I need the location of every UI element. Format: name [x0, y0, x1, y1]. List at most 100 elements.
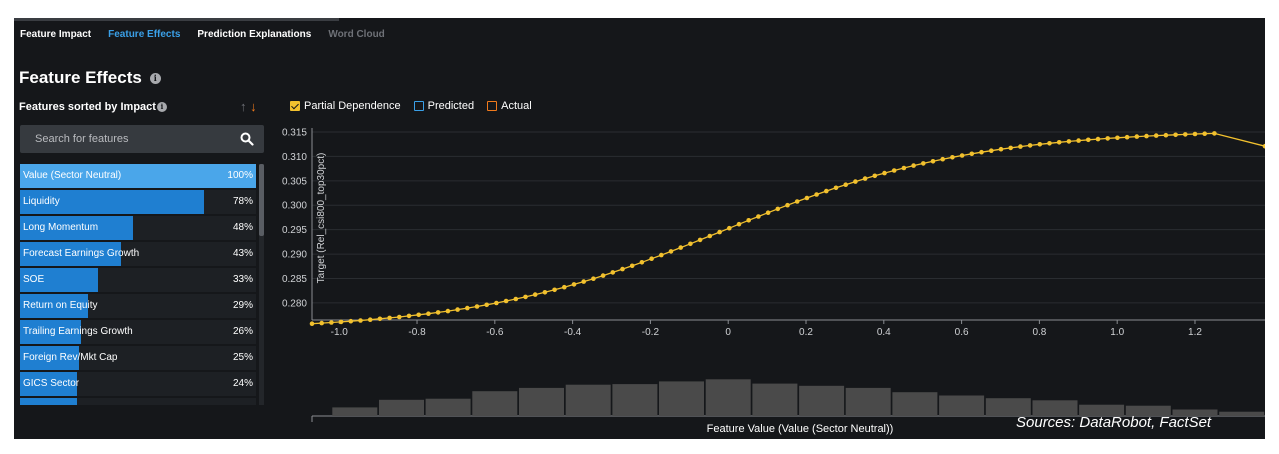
feature-impact-pct: 33% [232, 274, 253, 285]
partial-dependence-point [1037, 142, 1043, 147]
sorted-label: Features sorted by Impact [19, 101, 156, 113]
partial-dependence-point [600, 273, 606, 278]
y-tick-label: 0.315 [282, 128, 307, 139]
partial-dependence-point [1173, 132, 1178, 138]
partial-dependence-point [1124, 134, 1130, 140]
tab-feature-impact[interactable]: Feature Impact [20, 29, 92, 40]
feature-row[interactable]: Liquidity 78% [20, 190, 256, 214]
scrollbar-thumb[interactable] [259, 164, 264, 236]
partial-dependence-point [727, 225, 732, 231]
partial-dependence-point [940, 156, 945, 162]
partial-dependence-point [804, 195, 810, 201]
tab-feature-effects[interactable]: Feature Effects [108, 29, 181, 40]
feature-row[interactable]: Return on Equity 29% [20, 294, 256, 318]
partial-dependence-point [950, 155, 955, 160]
legend-predicted[interactable]: Predicted [413, 100, 474, 112]
partial-dependence-point [1076, 138, 1081, 143]
feature-row[interactable]: GICS Sector 24% [20, 372, 256, 396]
partial-dependence-point [639, 260, 645, 265]
partial-dependence-point [1095, 136, 1101, 142]
histogram-bar [985, 398, 1031, 416]
partial-dependence-point [1163, 132, 1169, 138]
partial-dependence-point [833, 185, 839, 191]
y-tick-label: 0.280 [282, 298, 307, 309]
histogram-bar [472, 391, 518, 416]
feature-name: Return on Equity [23, 300, 98, 311]
feature-name: Trailing Earnings Growth [23, 326, 133, 337]
partial-dependence-point [930, 159, 936, 164]
partial-dependence-point [775, 206, 781, 212]
partial-dependence-point [1056, 140, 1062, 145]
info-icon[interactable]: i [149, 72, 161, 84]
y-tick-label: 0.295 [282, 225, 307, 236]
partial-dependence-point [358, 318, 363, 323]
feature-row[interactable]: Long Momentum 48% [20, 216, 256, 240]
feature-row[interactable]: Value (Sector Neutral) 100% [20, 164, 256, 188]
feature-impact-bar [20, 372, 77, 396]
feature-impact-bar [20, 164, 256, 188]
partial-dependence-point [785, 202, 790, 208]
partial-dependence-point [1153, 133, 1159, 138]
feature-list-scrollbar[interactable] [259, 164, 264, 405]
feature-impact-pct: 43% [232, 248, 253, 259]
sort-up-arrow-icon[interactable]: ↑ [240, 99, 247, 114]
partial-dependence-point [1212, 131, 1217, 136]
legend-label: Partial Dependence [304, 100, 401, 112]
feature-row[interactable]: Foreign Rev/Mkt Cap 25% [20, 346, 256, 370]
partial-dependence-point [697, 237, 703, 243]
feature-impact-pct: 100% [227, 170, 253, 181]
partial-dependence-point [552, 287, 557, 293]
y-tick-label: 0.305 [282, 176, 307, 187]
partial-dependence-point [794, 199, 800, 204]
partial-dependence-point [1144, 133, 1149, 139]
partial-dependence-line [311, 132, 1265, 325]
tab-word-cloud[interactable]: Word Cloud [328, 29, 385, 40]
partial-dependence-point [1192, 131, 1198, 137]
partial-dependence-point [1086, 137, 1091, 143]
checkbox-checked-icon[interactable] [290, 101, 300, 111]
histogram-bar [705, 379, 751, 416]
legend-actual[interactable]: Actual [487, 100, 532, 112]
sort-toggle[interactable]: ↑ ↓ [240, 99, 257, 114]
partial-dependence-point [989, 148, 994, 153]
y-tick-label: 0.285 [282, 274, 307, 285]
feature-impact-bar [20, 320, 81, 344]
partial-dependence-point [523, 294, 528, 300]
feature-impact-bar [20, 346, 79, 370]
sort-down-arrow-icon[interactable]: ↓ [250, 99, 257, 114]
feature-row[interactable]: Forecast Earnings Growth 43% [20, 242, 256, 266]
feature-row[interactable] [20, 398, 256, 405]
y-axis-label: Target (Rel_csi800_top30pct) [316, 153, 327, 284]
partial-dependence-point [338, 319, 344, 325]
partial-dependence-point [882, 170, 887, 176]
x-tick-label: 0 [725, 327, 731, 338]
legend-partial-dependence[interactable]: Partial Dependence [290, 100, 401, 112]
feature-row[interactable]: Trailing Earnings Growth 26% [20, 320, 256, 344]
checkbox-unchecked-icon[interactable] [413, 101, 424, 111]
partial-dependence-point [445, 308, 451, 314]
sort-info-icon[interactable]: i [156, 102, 167, 112]
feature-row[interactable]: SOE 33% [20, 268, 256, 292]
checkbox-unchecked-icon[interactable] [487, 101, 498, 111]
x-tick-label: 0.8 [1032, 327, 1046, 338]
partial-dependence-point [620, 266, 625, 272]
partial-dependence-point [542, 290, 548, 295]
partial-dependence-point [707, 233, 713, 239]
partial-dependence-point [1202, 131, 1207, 136]
search-box [20, 125, 264, 153]
partial-dependence-point [853, 179, 858, 184]
partial-dependence-point [1018, 144, 1023, 149]
partial-dependence-point [348, 318, 354, 324]
partial-dependence-point [756, 214, 761, 219]
partial-dependence-point [1115, 135, 1120, 141]
histogram-bar [612, 384, 658, 416]
feature-effects-app: Feature Impact Feature Effects Predictio… [14, 18, 1265, 439]
partial-dependence-point [1105, 136, 1110, 141]
search-input[interactable] [20, 133, 230, 145]
partial-dependence-point [1027, 143, 1033, 148]
tab-prediction-explanations[interactable]: Prediction Explanations [197, 29, 312, 40]
partial-dependence-point [901, 165, 907, 171]
legend-label: Actual [501, 100, 532, 112]
search-icon[interactable] [240, 132, 254, 146]
partial-dependence-point [862, 176, 868, 181]
